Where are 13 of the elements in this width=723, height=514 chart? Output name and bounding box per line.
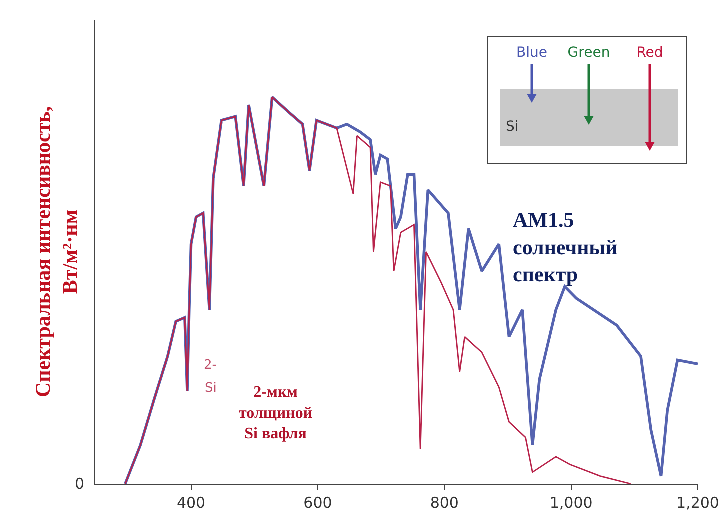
annotation: Si: [506, 119, 519, 135]
annotation: Si: [205, 381, 217, 396]
x-tick-label: 800: [430, 494, 459, 512]
series-label: AM1.5 солнечный спектр: [513, 208, 618, 287]
annotation: 2-: [204, 358, 218, 373]
x-tick-label: 600: [304, 494, 332, 512]
y-axis-title: Спектральная интенсивность, Вт/м²·нм: [30, 106, 82, 398]
x-tick-label: 400: [176, 494, 206, 512]
text: 2-мкм толщиной Si вафля: [239, 384, 313, 443]
text: 0: [75, 475, 85, 493]
x-tick-label: 1,000: [550, 494, 593, 512]
silicon-absorption-diagram: Blue Green Red Si: [487, 36, 687, 164]
x-tick-label: 1,200: [676, 494, 720, 512]
